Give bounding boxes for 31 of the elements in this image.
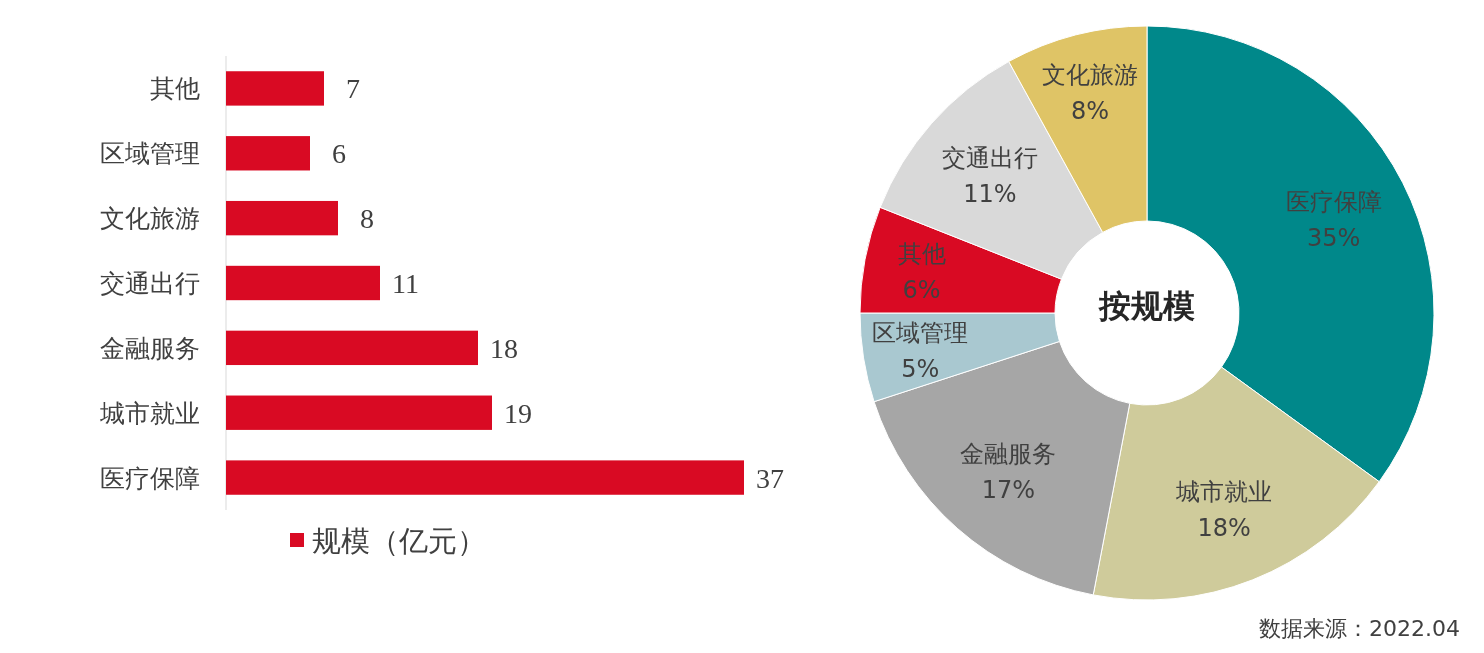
data-label: 18%: [1197, 513, 1251, 542]
slice-label: 城市就业: [1175, 477, 1273, 506]
data-label: 8: [360, 203, 374, 235]
data-label: 37: [756, 462, 784, 494]
slice-label: 其他: [897, 240, 946, 268]
y-tick-label: 交通出行: [100, 270, 200, 297]
slice-label: 医疗保障: [1285, 187, 1382, 216]
data-label: 6: [332, 138, 346, 170]
slice-label: 金融服务: [960, 440, 1057, 469]
data-label: 8%: [1070, 96, 1109, 125]
y-tick-label: 城市就业: [99, 399, 200, 427]
data-label: 7: [346, 73, 360, 105]
data-label: 19: [504, 397, 532, 429]
data-label: 17%: [981, 476, 1036, 505]
y-tick-label: 医疗保障: [100, 464, 200, 492]
source-note: 数据来源：2022.04: [1259, 616, 1460, 641]
data-label: 11: [392, 268, 419, 299]
data-label: 35%: [1306, 223, 1361, 252]
slice-label: 区域管理: [872, 318, 969, 347]
text: 按规模: [1098, 287, 1195, 325]
data-label: 5%: [901, 354, 940, 383]
data-label: 11%: [963, 180, 1017, 209]
data-label: 6%: [902, 276, 941, 304]
slice-label: 交通出行: [941, 144, 1038, 173]
legend-label: 规模（亿元）: [312, 524, 486, 558]
y-tick-label: 其他: [150, 75, 200, 103]
data-label: 18: [490, 332, 518, 364]
y-tick-label: 文化旅游: [100, 205, 200, 233]
y-tick-label: 金融服务: [100, 334, 200, 362]
y-tick-label: 区域管理: [100, 140, 200, 168]
slice-label: 文化旅游: [1041, 60, 1138, 89]
